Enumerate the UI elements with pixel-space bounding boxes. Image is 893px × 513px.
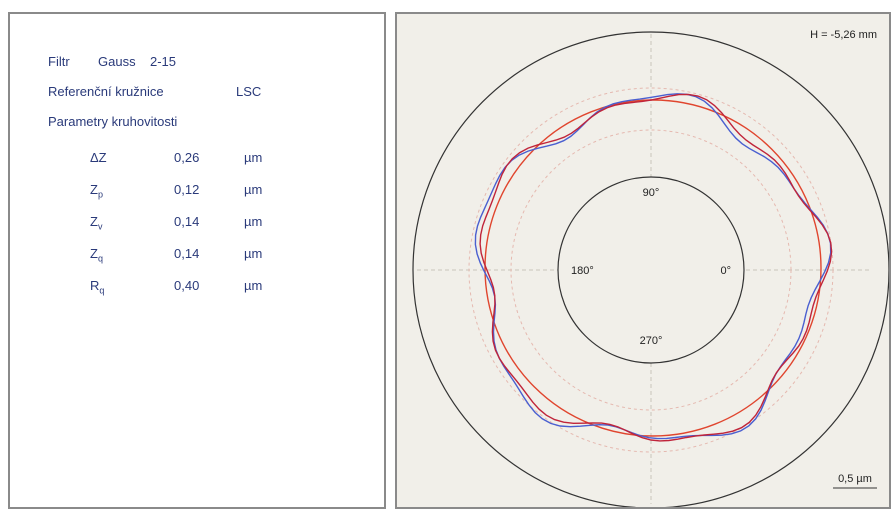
filter-range: 2-15 — [150, 54, 177, 69]
parameter-symbol: ΔZ — [90, 150, 107, 165]
parameter-symbol: Zv — [90, 214, 102, 232]
subscript: v — [97, 221, 103, 232]
filter: Gauss — [98, 54, 136, 69]
subscript: p — [97, 189, 103, 200]
parameter-symbol: Zq — [90, 246, 103, 264]
symbol: Z — [90, 182, 98, 197]
angle-label: 180° — [571, 265, 594, 277]
height-label: H = -5,26 mm — [810, 29, 877, 41]
parameter-unit: µm — [244, 246, 263, 261]
subscript: q — [97, 253, 103, 264]
polar-panel: H = -5,26 mm 90° 180° 0° 270° 0,5 µm — [395, 12, 891, 509]
symbol: ΔZ — [90, 150, 107, 165]
reference-label: Referenční kružnice — [48, 84, 164, 99]
parameters-panel: Filtr Gauss 2-15 Referenční kružnice LSC… — [8, 12, 386, 509]
scale-label: 0,5 µm — [838, 473, 872, 485]
inner-circle — [557, 176, 745, 364]
parameter-symbol: Rq — [90, 278, 104, 296]
subscript: q — [99, 285, 105, 296]
parameter-symbol: Zp — [90, 182, 103, 200]
parameter-value: 0,14 — [174, 246, 200, 261]
symbol: R — [90, 278, 100, 293]
tolerance-circle — [510, 129, 792, 411]
angle-label: 270° — [640, 335, 663, 347]
outer-circle — [412, 31, 889, 507]
parameter-unit: µm — [244, 278, 263, 293]
angle-label: 90° — [643, 187, 660, 199]
parameter-unit: µm — [244, 150, 263, 165]
polar-plot: H = -5,26 mm 90° 180° 0° 270° 0,5 µm — [412, 29, 889, 507]
parameter-unit: µm — [244, 214, 263, 229]
profile-blue — [474, 93, 832, 440]
profile-red — [479, 93, 833, 442]
symbol: Z — [90, 246, 98, 261]
parameters-title: Parametry kruhovitosti — [48, 114, 178, 129]
symbol: Z — [90, 214, 98, 229]
filter-label: Filtr — [48, 54, 70, 69]
reference: LSC — [236, 84, 262, 99]
parameter-value: 0,14 — [174, 214, 200, 229]
parameter-value: 0,40 — [174, 278, 200, 293]
parameter-value: 0,26 — [174, 150, 200, 165]
parameter-unit: µm — [244, 182, 263, 197]
parameter-value: 0,12 — [174, 182, 200, 197]
tolerance-circle — [468, 87, 834, 453]
angle-label: 0° — [720, 265, 731, 277]
